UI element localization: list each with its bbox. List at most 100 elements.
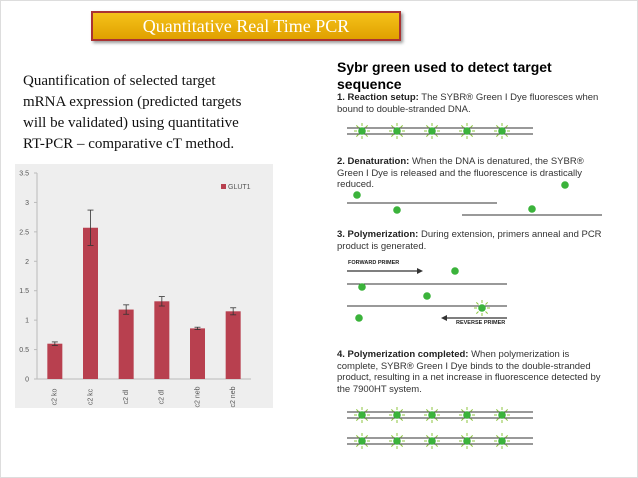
glow-ray [355,124,359,128]
sybr-dye [423,292,431,300]
glow-ray [355,434,359,438]
sybr-dye [463,437,471,445]
y-tick-label: 2 [25,259,29,266]
glow-ray [425,444,429,448]
glow-ray [390,444,394,448]
sybr-dye [358,127,366,135]
y-tick-label: 2.5 [19,229,29,236]
glow-ray [390,408,394,412]
bar-chart: 0 0.5 1 1.5 2 2.5 3 3.5 c2 ko c2 kc c2 dl c2 dl c2 n… [15,164,273,408]
step-label: 2. Denaturation: [337,156,410,167]
glow-ray [390,124,394,128]
heading-line: Sybr green used to detect target [337,59,552,75]
glow-ray [495,418,499,422]
glow-ray [505,134,509,138]
sybr-dye [498,411,506,419]
glow-ray [495,444,499,448]
sybr-dye [428,127,436,135]
step-text: When the DNA is denatured, the SYBR® Gre… [337,156,584,190]
sybr-dye [463,127,471,135]
glow-ray [475,301,479,305]
glow-ray [435,134,439,138]
y-tick-label: 3 [25,200,29,207]
glow-ray [470,134,474,138]
heading-line: sequence [337,76,402,92]
sybr-dye [561,181,569,189]
bar [47,343,63,379]
intro-text: Quantification of selected target mRNA e… [23,71,241,155]
y-tick-label: 0 [25,377,29,384]
intro-line: Quantification of selected target [23,73,216,89]
legend-swatch [221,184,226,189]
sybr-dye [355,314,363,322]
glow-ray [425,408,429,412]
dna-diagram [347,123,602,449]
glow-ray [470,444,474,448]
glow-ray [470,124,474,128]
glow-ray [460,124,464,128]
sybr-dye [393,411,401,419]
glow-ray [505,418,509,422]
glow-ray [365,418,369,422]
glow-ray [390,434,394,438]
sybr-dye [358,437,366,445]
glow-ray [425,124,429,128]
glow-ray [475,311,479,315]
sybr-dye [393,437,401,445]
sybr-dye [393,206,401,214]
bar [118,309,134,379]
sybr-dye [478,304,486,312]
step-label: 3. Polymerization: [337,229,419,240]
glow-ray [460,408,464,412]
error-bar [158,296,165,307]
step-text: During extension, primers anneal and PCR… [337,229,602,252]
bar [190,328,205,379]
error-bar [123,304,130,315]
sybr-dye [463,411,471,419]
glow-ray [355,408,359,412]
y-tick-label: 0.5 [19,347,29,354]
step: 2. Denaturation: When the DNA is denatur… [337,156,609,191]
glow-ray [495,434,499,438]
glow-ray [425,134,429,138]
sybr-dye [498,437,506,445]
x-tick-label: c2 kc [87,388,94,405]
x-tick-label: c2 neb [194,386,201,407]
glow-ray [425,418,429,422]
bar [83,227,98,379]
glow-ray [435,434,439,438]
x-tick-label: c2 neb [230,386,237,407]
glow-ray [470,408,474,412]
sybr-heading: Sybr green used to detect target sequenc… [337,59,552,93]
error-bar [51,341,58,346]
sybr-dye [498,127,506,135]
glow-ray [355,418,359,422]
sybr-dye [358,411,366,419]
sybr-dye [353,191,361,199]
sybr-dye [428,437,436,445]
glow-ray [400,434,404,438]
glow-ray [460,434,464,438]
glow-ray [355,134,359,138]
step: 3. Polymerization: During extension, pri… [337,229,609,252]
glow-ray [365,444,369,448]
arrow-head [417,268,423,274]
sybr-dye [393,127,401,135]
sybr-dye [451,267,459,275]
slide-title: Quantitative Real Time PCR [91,11,401,41]
step-text: When polymerization is complete, SYBR® G… [337,349,601,395]
glow-ray [470,418,474,422]
sybr-dye [428,411,436,419]
y-tick-label: 3.5 [19,171,29,178]
glow-ray [460,444,464,448]
glow-ray [470,434,474,438]
glow-ray [460,134,464,138]
glow-ray [505,408,509,412]
x-tick-label: c2 dl [123,389,130,404]
glow-ray [435,408,439,412]
glow-ray [425,434,429,438]
x-tick-label: c2 ko [52,389,59,406]
sybr-dye [358,283,366,291]
glow-ray [435,124,439,128]
